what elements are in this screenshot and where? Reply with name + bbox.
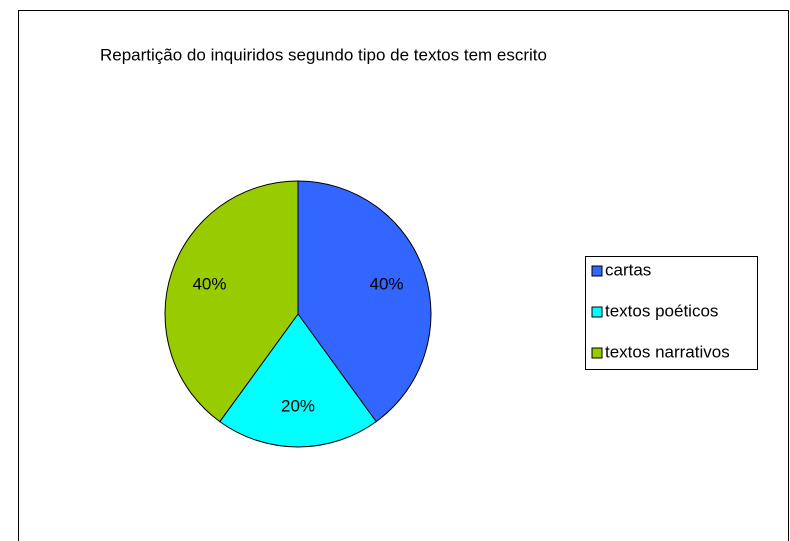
legend-label: textos poéticos	[605, 301, 718, 320]
legend-box	[585, 256, 758, 370]
legend-label: textos narrativos	[605, 342, 730, 361]
legend-label: cartas	[605, 260, 651, 279]
data-label: 40%	[370, 275, 404, 294]
data-label: 40%	[192, 275, 226, 294]
pie-slice	[219, 313, 377, 448]
pie-slice	[164, 180, 299, 423]
legend-swatch	[591, 265, 603, 277]
data-label: 20%	[281, 397, 315, 416]
legend-swatch	[591, 306, 603, 318]
chart-title: Repartição do inquiridos segundo tipo de…	[100, 45, 547, 64]
pie-slice	[297, 180, 432, 423]
legend-swatch	[591, 347, 603, 359]
